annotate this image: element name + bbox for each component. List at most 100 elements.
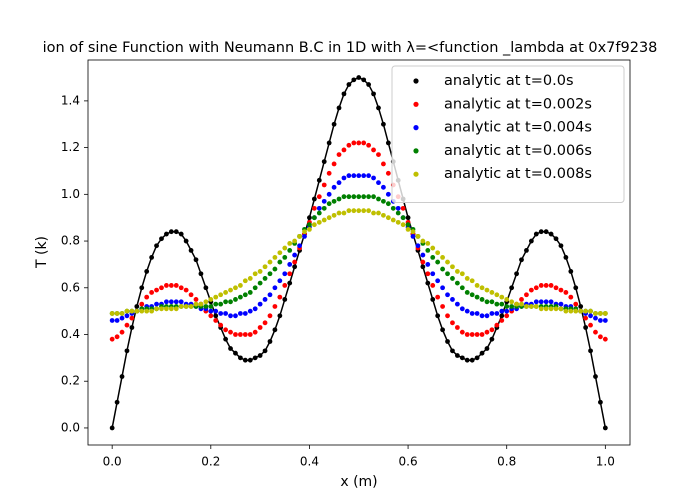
data-point: [331, 198, 337, 204]
data-point: [311, 215, 317, 221]
data-point: [341, 175, 347, 181]
x-tick-label: 1.0: [596, 455, 615, 469]
data-point: [385, 140, 391, 146]
data-point: [528, 238, 534, 244]
data-point: [593, 329, 598, 335]
data-point: [287, 262, 293, 267]
data-point: [109, 336, 115, 342]
data-point: [134, 308, 140, 314]
data-point: [366, 208, 372, 214]
data-point: [420, 238, 426, 244]
data-point: [237, 283, 243, 288]
data-point: [159, 285, 164, 291]
legend-marker: [413, 101, 419, 107]
data-point: [336, 105, 342, 111]
data-point: [218, 311, 224, 316]
data-point: [159, 306, 164, 312]
data-point: [336, 210, 342, 216]
data-point: [479, 313, 485, 319]
data-point: [524, 247, 529, 253]
data-point: [213, 313, 219, 319]
data-point: [282, 255, 288, 260]
data-point: [237, 311, 243, 316]
data-point: [509, 304, 515, 309]
data-point: [602, 318, 608, 323]
data-point: [381, 212, 386, 218]
data-point: [178, 299, 184, 305]
data-point: [598, 399, 603, 405]
data-point: [223, 290, 228, 295]
data-point: [203, 304, 209, 309]
data-point: [435, 259, 441, 265]
x-tick-label: 0.4: [300, 455, 319, 469]
data-point: [588, 322, 593, 328]
data-point: [425, 271, 431, 277]
data-point: [430, 255, 436, 260]
data-point: [474, 283, 480, 288]
data-point: [183, 287, 189, 293]
data-point: [376, 196, 381, 202]
data-point: [198, 301, 204, 307]
data-point: [558, 243, 564, 249]
data-point: [464, 357, 470, 363]
data-point: [173, 299, 179, 305]
data-point: [381, 161, 386, 167]
data-point: [316, 210, 322, 216]
data-point: [420, 252, 426, 258]
data-point: [504, 308, 510, 314]
data-point: [499, 318, 505, 323]
data-point: [593, 311, 598, 316]
data-point: [494, 292, 500, 298]
data-point: [164, 306, 169, 312]
data-point: [459, 285, 465, 291]
data-point: [164, 283, 169, 288]
data-point: [484, 299, 490, 305]
data-point: [371, 194, 376, 200]
data-point: [361, 208, 367, 214]
data-point: [336, 152, 342, 158]
data-point: [114, 399, 120, 405]
data-point: [484, 313, 490, 319]
data-point: [277, 259, 283, 265]
data-point: [356, 208, 362, 214]
data-point: [524, 304, 529, 309]
data-point: [548, 299, 554, 305]
data-point: [228, 346, 233, 351]
data-point: [410, 229, 416, 235]
data-point: [341, 194, 347, 200]
data-point: [321, 217, 327, 223]
data-point: [459, 329, 465, 335]
data-point: [341, 91, 347, 97]
data-point: [583, 308, 589, 314]
data-point: [183, 304, 189, 309]
data-point: [469, 292, 475, 298]
data-point: [553, 306, 559, 312]
data-point: [469, 311, 475, 316]
data-point: [164, 299, 169, 305]
y-tick-label: 1.2: [61, 140, 80, 154]
data-point: [277, 250, 283, 256]
data-point: [311, 205, 317, 211]
data-point: [114, 318, 120, 323]
data-point: [316, 219, 322, 225]
data-point: [326, 201, 332, 207]
data-point: [247, 308, 253, 314]
data-point: [533, 299, 539, 305]
data-point: [430, 245, 436, 251]
data-point: [553, 236, 559, 242]
data-point: [346, 82, 352, 87]
data-point: [356, 140, 362, 146]
legend-label: analytic at t=0.0s: [444, 73, 574, 89]
data-point: [351, 140, 357, 146]
plot-frame: [87, 59, 631, 446]
data-point: [351, 173, 357, 179]
data-point: [538, 229, 544, 235]
data-point: [381, 198, 386, 204]
data-point: [267, 313, 273, 319]
data-point: [331, 161, 337, 167]
data-point: [376, 210, 381, 216]
data-point: [257, 353, 263, 358]
data-point: [331, 121, 337, 127]
legend-label: analytic at t=0.006s: [444, 143, 592, 159]
